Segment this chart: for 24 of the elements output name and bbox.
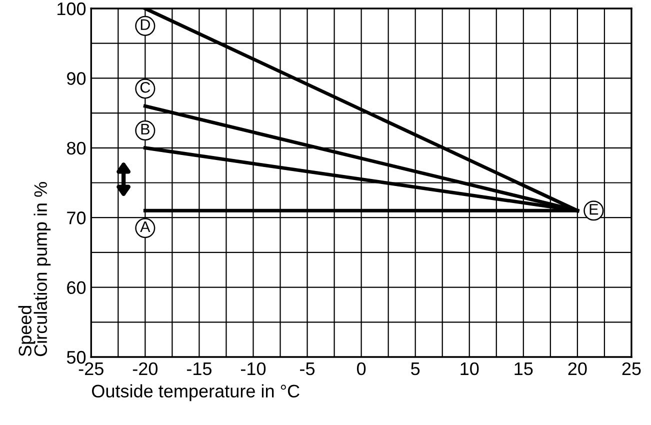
x-tick-label: 5 <box>411 362 420 376</box>
annotation: A <box>140 221 150 232</box>
annotation: D <box>140 19 150 30</box>
x-tick-label: 15 <box>514 362 533 376</box>
y-tick-label: 70 <box>67 212 86 224</box>
y-tick-label: 100 <box>58 2 86 16</box>
x-tick-label: -10 <box>240 362 266 376</box>
y-tick-label: 90 <box>67 72 86 85</box>
annotation: E <box>590 204 598 215</box>
x-tick-label: 20 <box>568 362 587 376</box>
x-tick-label: 0 <box>356 362 366 376</box>
x-tick-label: 10 <box>460 362 479 376</box>
annotation: B <box>141 124 150 134</box>
y-axis-title: Speed Circulation pump in % <box>18 182 51 356</box>
x-tick-label: -20 <box>132 362 158 376</box>
y-tick-label: 50 <box>66 350 86 364</box>
x-tick-label: -5 <box>300 362 315 376</box>
y-tick-label: 80 <box>66 142 86 155</box>
x-tick-label: 25 <box>622 362 641 376</box>
y-tick-label: 60 <box>67 281 86 294</box>
annotation: C <box>140 82 150 93</box>
x-tick-label: -25 <box>78 362 104 376</box>
x-tick-label: -15 <box>186 362 212 376</box>
x-axis-title: Outside temperature in °C <box>92 384 300 402</box>
